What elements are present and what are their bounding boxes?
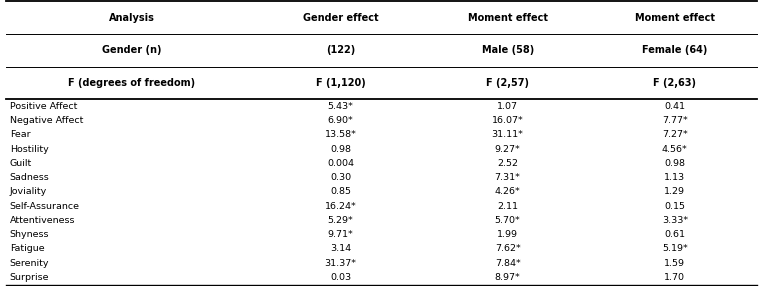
Text: Gender effect: Gender effect: [303, 13, 378, 23]
Text: Female (64): Female (64): [642, 45, 707, 55]
Text: 0.15: 0.15: [664, 202, 685, 210]
Text: 4.26*: 4.26*: [495, 187, 521, 196]
Text: 7.31*: 7.31*: [495, 173, 521, 182]
Text: F (degrees of freedom): F (degrees of freedom): [68, 78, 196, 88]
Text: Shyness: Shyness: [10, 230, 49, 239]
Text: 9.71*: 9.71*: [328, 230, 354, 239]
Text: 3.33*: 3.33*: [662, 216, 688, 225]
Text: Guilt: Guilt: [10, 159, 32, 168]
Text: Moment effect: Moment effect: [468, 13, 548, 23]
Text: 16.24*: 16.24*: [325, 202, 356, 210]
Text: 5.29*: 5.29*: [328, 216, 354, 225]
Text: 0.004: 0.004: [327, 159, 354, 168]
Text: 31.37*: 31.37*: [324, 259, 357, 268]
Text: 2.52: 2.52: [497, 159, 518, 168]
Text: Serenity: Serenity: [10, 259, 49, 268]
Text: Gender (n): Gender (n): [102, 45, 162, 55]
Text: Male (58): Male (58): [481, 45, 534, 55]
Text: 16.07*: 16.07*: [492, 116, 524, 125]
Text: Moment effect: Moment effect: [635, 13, 715, 23]
Text: Surprise: Surprise: [10, 273, 49, 282]
Text: F (1,120): F (1,120): [316, 78, 365, 88]
Text: Analysis: Analysis: [109, 13, 155, 23]
Text: 5.43*: 5.43*: [328, 102, 354, 111]
Text: Joviality: Joviality: [10, 187, 47, 196]
Text: Fear: Fear: [10, 130, 30, 139]
Text: 2.11: 2.11: [497, 202, 518, 210]
Text: 7.62*: 7.62*: [495, 245, 521, 253]
Text: 5.19*: 5.19*: [662, 245, 688, 253]
Text: 1.70: 1.70: [664, 273, 685, 282]
Text: Self-Assurance: Self-Assurance: [10, 202, 80, 210]
Text: 0.98: 0.98: [330, 144, 351, 154]
Text: 9.27*: 9.27*: [495, 144, 521, 154]
Text: F (2,63): F (2,63): [653, 78, 696, 88]
Text: 0.30: 0.30: [330, 173, 351, 182]
Text: 1.07: 1.07: [497, 102, 518, 111]
Text: Negative Affect: Negative Affect: [10, 116, 83, 125]
Text: 7.84*: 7.84*: [495, 259, 521, 268]
Text: 3.14: 3.14: [330, 245, 351, 253]
Text: 6.90*: 6.90*: [328, 116, 354, 125]
Text: 1.29: 1.29: [664, 187, 685, 196]
Text: 1.59: 1.59: [664, 259, 685, 268]
Text: 1.99: 1.99: [497, 230, 518, 239]
Text: (122): (122): [326, 45, 355, 55]
Text: F (2,57): F (2,57): [486, 78, 529, 88]
Text: 7.27*: 7.27*: [662, 130, 688, 139]
Text: 0.85: 0.85: [330, 187, 351, 196]
Text: 7.77*: 7.77*: [662, 116, 688, 125]
Text: 8.97*: 8.97*: [495, 273, 521, 282]
Text: Positive Affect: Positive Affect: [10, 102, 77, 111]
Text: Fatigue: Fatigue: [10, 245, 45, 253]
Text: 5.70*: 5.70*: [495, 216, 521, 225]
Text: Hostility: Hostility: [10, 144, 49, 154]
Text: 4.56*: 4.56*: [662, 144, 688, 154]
Text: Attentiveness: Attentiveness: [10, 216, 75, 225]
Text: 0.61: 0.61: [664, 230, 685, 239]
Text: 13.58*: 13.58*: [325, 130, 357, 139]
Text: 0.03: 0.03: [330, 273, 351, 282]
Text: 31.11*: 31.11*: [492, 130, 524, 139]
Text: 0.41: 0.41: [664, 102, 685, 111]
Text: Sadness: Sadness: [10, 173, 49, 182]
Text: 1.13: 1.13: [664, 173, 685, 182]
Text: 0.98: 0.98: [664, 159, 685, 168]
